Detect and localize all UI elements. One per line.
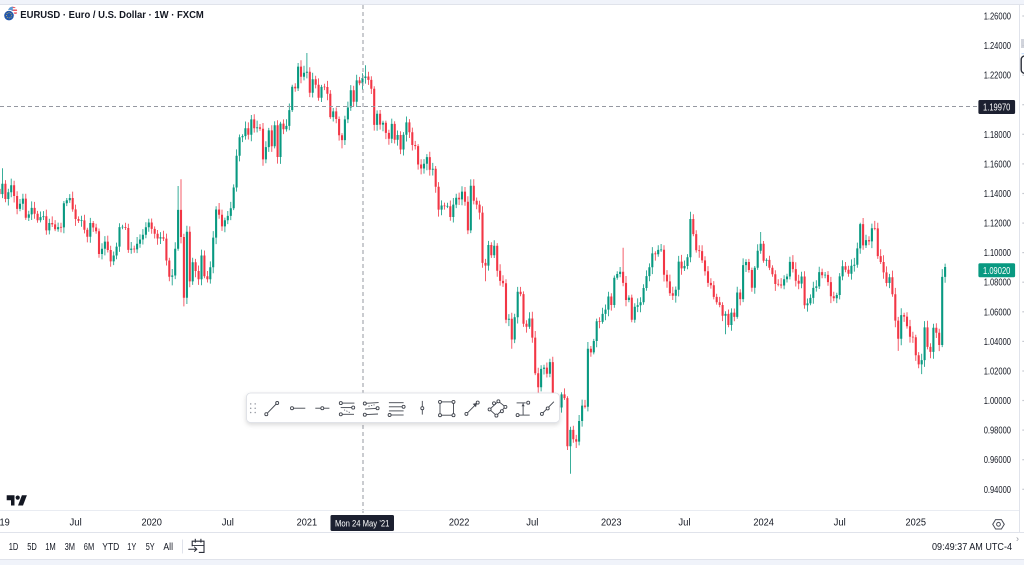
svg-text:2023: 2023 <box>601 517 622 528</box>
svg-text:2022: 2022 <box>449 517 470 528</box>
svg-text:1.22000: 1.22000 <box>984 71 1012 82</box>
svg-text:1.06000: 1.06000 <box>984 307 1012 318</box>
svg-text:All: All <box>163 542 173 553</box>
svg-text:›: › <box>1016 534 1019 544</box>
svg-text:1.02000: 1.02000 <box>984 367 1012 378</box>
svg-text:Jul: Jul <box>70 517 82 528</box>
svg-text:5Y: 5Y <box>146 542 155 553</box>
svg-text:1Y: 1Y <box>127 542 136 553</box>
svg-text:1.18000: 1.18000 <box>984 130 1012 141</box>
svg-text:2024: 2024 <box>753 517 774 528</box>
svg-text:1.04000: 1.04000 <box>984 337 1012 348</box>
svg-text:1.00000: 1.00000 <box>984 396 1012 407</box>
svg-text:1.09020: 1.09020 <box>983 266 1011 277</box>
svg-text:2025: 2025 <box>906 517 927 528</box>
svg-text:1.14000: 1.14000 <box>984 189 1012 200</box>
svg-text:EURUSD · Euro / U.S. Dollar ·: EURUSD · Euro / U.S. Dollar · 1W · FXCM <box>20 9 204 21</box>
svg-text:1.16000: 1.16000 <box>984 159 1012 170</box>
svg-text:2021: 2021 <box>297 517 318 528</box>
svg-text:1.12000: 1.12000 <box>984 219 1012 230</box>
svg-text:1.24000: 1.24000 <box>984 41 1012 52</box>
svg-text:0.94000: 0.94000 <box>984 485 1012 496</box>
svg-text:09:49:37 AM UTC-4: 09:49:37 AM UTC-4 <box>932 542 1012 553</box>
svg-text:0.98000: 0.98000 <box>984 426 1012 437</box>
svg-text:1.08000: 1.08000 <box>984 278 1012 289</box>
svg-text:Jul: Jul <box>678 517 690 528</box>
svg-text:Jul: Jul <box>526 517 538 528</box>
svg-text:1.10000: 1.10000 <box>984 248 1012 259</box>
svg-text:Jul: Jul <box>834 517 846 528</box>
svg-text:2020: 2020 <box>141 517 162 528</box>
svg-text:1M: 1M <box>45 542 56 553</box>
svg-text:5D: 5D <box>27 542 37 553</box>
svg-text:3M: 3M <box>65 542 75 553</box>
svg-text:Mon 24 May ’21: Mon 24 May ’21 <box>335 519 390 529</box>
svg-text:Jul: Jul <box>222 517 234 528</box>
svg-text:0.96000: 0.96000 <box>984 455 1012 466</box>
svg-text:1D: 1D <box>9 542 19 553</box>
svg-text:6M: 6M <box>84 542 94 553</box>
svg-text:1.19970: 1.19970 <box>983 103 1011 114</box>
svg-text:1.26000: 1.26000 <box>984 12 1012 23</box>
svg-text:YTD: YTD <box>102 542 119 553</box>
